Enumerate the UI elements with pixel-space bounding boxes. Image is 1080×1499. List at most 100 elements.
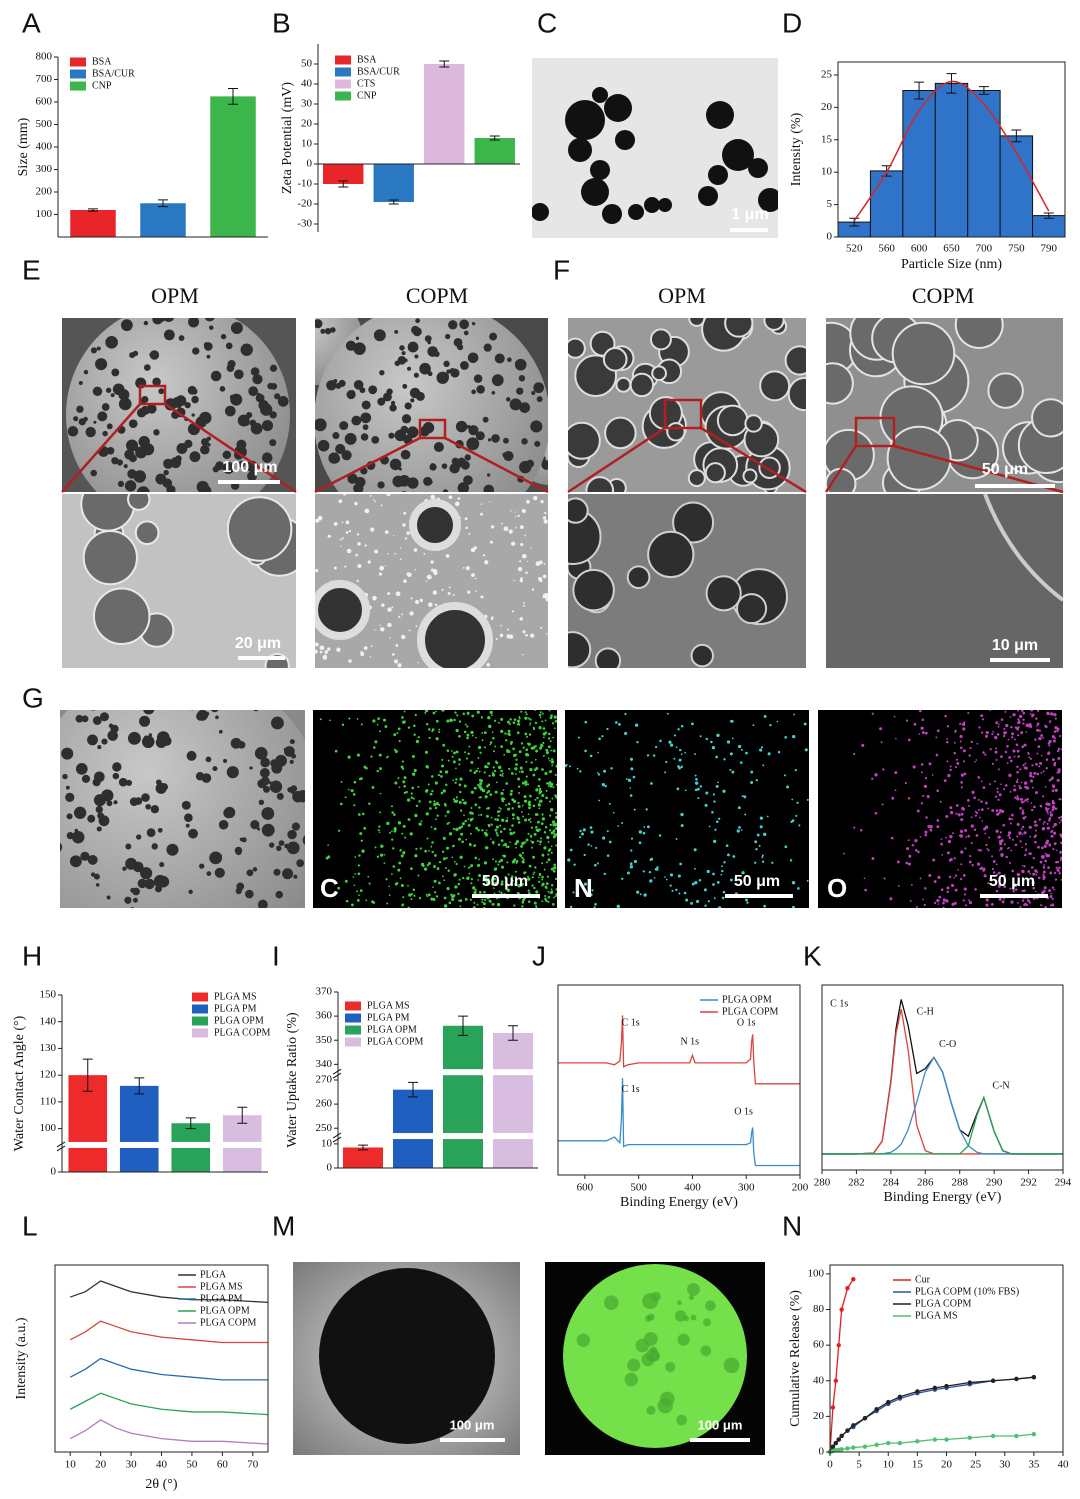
- signal: [521, 905, 524, 908]
- particle: [748, 158, 768, 178]
- pore: [87, 734, 98, 746]
- signal: [931, 774, 934, 776]
- signal: [378, 753, 382, 757]
- signal: [694, 867, 696, 870]
- speck: [372, 595, 377, 601]
- signal: [417, 874, 420, 877]
- signal: [464, 898, 468, 901]
- error-bar: [134, 1077, 145, 1095]
- pore: [826, 362, 854, 405]
- signal: [1057, 747, 1061, 751]
- signal: [1012, 890, 1015, 893]
- speck: [471, 573, 475, 578]
- signal: [501, 774, 504, 777]
- pore: [356, 343, 362, 349]
- pore: [315, 319, 323, 329]
- signal: [942, 898, 946, 902]
- signal: [704, 904, 707, 907]
- signal: [1042, 866, 1046, 869]
- signal: [505, 782, 509, 785]
- signal: [947, 773, 951, 778]
- signal: [385, 878, 388, 881]
- pore: [185, 823, 190, 828]
- signal: [936, 899, 940, 903]
- pore: [269, 411, 277, 419]
- signal: [997, 768, 1000, 771]
- zoom-line: [164, 402, 297, 494]
- signal: [446, 887, 450, 891]
- signal: [376, 723, 379, 726]
- signal: [1030, 710, 1034, 712]
- signal: [942, 906, 945, 908]
- signal: [512, 747, 515, 751]
- signal: [509, 841, 511, 844]
- signal: [527, 877, 531, 881]
- signal: [525, 775, 528, 778]
- speck: [338, 499, 343, 504]
- signal: [354, 856, 357, 858]
- signal: [665, 878, 668, 881]
- signal: [489, 793, 493, 796]
- signal: [1048, 744, 1051, 747]
- signal: [545, 886, 548, 890]
- pore: [148, 911, 151, 914]
- signal: [999, 846, 1003, 851]
- error-bar: [228, 88, 238, 105]
- signal: [985, 825, 988, 828]
- pore: [541, 460, 548, 470]
- signal: [671, 889, 674, 892]
- signal: [527, 813, 530, 816]
- signal: [351, 903, 354, 907]
- signal: [653, 877, 656, 879]
- signal: [476, 903, 479, 906]
- speck: [519, 560, 522, 563]
- signal: [425, 765, 429, 769]
- signal: [987, 882, 990, 885]
- signal: [612, 811, 615, 814]
- speck: [521, 653, 524, 656]
- signal: [601, 735, 604, 738]
- speck: [397, 663, 402, 668]
- signal: [451, 755, 454, 758]
- y-tick-label: 360: [316, 1010, 333, 1022]
- signal: [1008, 846, 1010, 849]
- signal: [498, 860, 501, 863]
- pore: [466, 437, 480, 451]
- signal: [1052, 739, 1056, 743]
- pore: [449, 368, 456, 374]
- signal: [694, 788, 698, 792]
- pore: [224, 405, 236, 417]
- pore: [407, 341, 419, 353]
- signal: [503, 753, 506, 756]
- signal: [442, 743, 446, 747]
- signal: [428, 736, 431, 739]
- signal: [957, 869, 959, 871]
- signal: [859, 828, 863, 832]
- signal: [466, 733, 470, 737]
- signal: [389, 831, 392, 834]
- signal: [513, 883, 516, 886]
- signal: [530, 746, 534, 750]
- pore: [502, 452, 508, 458]
- signal: [424, 710, 429, 713]
- signal: [547, 745, 551, 749]
- pore: [43, 789, 46, 792]
- signal: [981, 820, 984, 822]
- signal: [949, 765, 952, 768]
- signal: [1058, 872, 1061, 875]
- pore: [150, 804, 160, 814]
- y-tick-label: 120: [40, 1069, 57, 1081]
- signal: [1016, 822, 1020, 826]
- signal: [552, 786, 555, 789]
- signal: [753, 861, 757, 864]
- signal: [594, 903, 597, 906]
- signal: [461, 798, 464, 802]
- pore: [784, 345, 806, 376]
- signal: [549, 781, 552, 784]
- pore: [130, 887, 136, 893]
- signal: [1052, 806, 1056, 809]
- signal: [442, 789, 446, 793]
- pore: [110, 724, 119, 734]
